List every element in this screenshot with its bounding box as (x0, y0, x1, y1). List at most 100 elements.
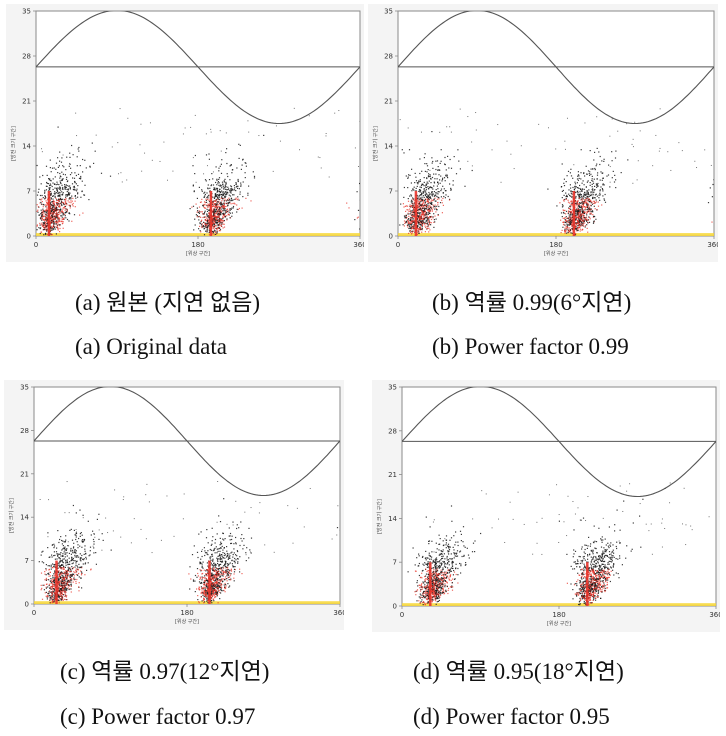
scatter-point (57, 598, 59, 600)
scatter-point (62, 213, 64, 215)
scatter-point (59, 195, 61, 198)
scatter-point (214, 203, 216, 205)
scatter-point (225, 183, 227, 185)
scatter-point (50, 180, 52, 182)
scatter-point (94, 150, 96, 152)
scatter-point (65, 201, 67, 203)
scatter-point (423, 177, 425, 179)
scatter-point (577, 223, 580, 225)
scatter-point (431, 187, 433, 189)
scatter-point (67, 580, 69, 582)
scatter-point (423, 205, 425, 207)
scatter-point (198, 186, 200, 188)
scatter-point (584, 219, 586, 221)
scatter-point (593, 191, 595, 193)
scatter-point (58, 579, 60, 581)
scatter-point (48, 556, 50, 558)
scatter-point (423, 214, 425, 216)
scatter-point (427, 208, 430, 210)
scatter-point (225, 202, 227, 204)
scatter-point (571, 220, 573, 222)
scatter-point (221, 159, 223, 161)
scatter-point (417, 225, 419, 227)
scatter-point (50, 192, 52, 194)
scatter-point (579, 220, 581, 222)
scatter-point (584, 211, 586, 213)
scatter-point (54, 554, 56, 556)
scatter-point (51, 214, 53, 216)
scatter-point (213, 577, 215, 579)
scatter-point (40, 227, 42, 229)
scatter-point (42, 225, 44, 227)
scatter-point (422, 217, 424, 219)
scatter-point (206, 227, 208, 229)
scatter-point (211, 602, 213, 604)
scatter-point (209, 558, 211, 560)
scatter-point (48, 595, 50, 597)
scatter-point (217, 198, 219, 200)
scatter-point (577, 228, 579, 230)
scatter-point (204, 222, 206, 224)
scatter-point (591, 194, 593, 196)
scatter-point (75, 570, 77, 572)
scatter-point (419, 227, 422, 229)
scatter-point (217, 570, 219, 572)
scatter-point (220, 211, 222, 213)
scatter-point (435, 207, 437, 210)
scatter-point (435, 192, 437, 194)
scatter-point (576, 203, 578, 205)
scatter-point (53, 204, 55, 206)
scatter-point (77, 566, 79, 568)
scatter-point (569, 229, 571, 232)
scatter-point (221, 187, 223, 189)
scatter-point (224, 557, 226, 559)
scatter-point (582, 215, 584, 217)
scatter-point (564, 224, 566, 226)
scatter-point (231, 199, 233, 202)
scatter-point (419, 201, 421, 203)
scatter-point (56, 547, 58, 549)
scatter-point (57, 220, 59, 222)
scatter-point (76, 578, 78, 581)
scatter-point (411, 202, 413, 204)
scatter-point (577, 219, 579, 221)
scatter-point (221, 190, 223, 192)
scatter-point (217, 560, 219, 562)
scatter-point (434, 221, 436, 223)
scatter-point (216, 179, 218, 181)
scatter-point (411, 220, 413, 222)
scatter-point (61, 571, 63, 573)
scatter-point (87, 520, 89, 522)
scatter-point (98, 538, 100, 540)
scatter-point (68, 185, 70, 187)
scatter-point (228, 214, 230, 216)
scatter-point (585, 199, 587, 201)
scatter-point (41, 216, 43, 218)
scatter-point (58, 595, 61, 597)
scatter-point (42, 215, 44, 218)
scatter-point (416, 208, 418, 210)
scatter-point (215, 209, 218, 211)
scatter-point (72, 578, 74, 580)
scatter-point (421, 211, 424, 213)
scatter-point (581, 200, 583, 202)
scatter-point (59, 538, 61, 541)
scatter-point (575, 209, 577, 211)
scatter-point (588, 173, 590, 175)
scatter-point (237, 187, 239, 189)
scatter-point (193, 190, 195, 192)
scatter-point (41, 198, 43, 200)
scatter-point (217, 558, 219, 560)
scatter-point (565, 216, 567, 218)
scatter-point (636, 179, 638, 181)
scatter-point (437, 214, 439, 216)
scatter-point (575, 208, 578, 210)
scatter-point (59, 212, 61, 214)
scatter-point (590, 212, 592, 214)
scatter-point (425, 192, 427, 194)
scatter-point (46, 219, 48, 221)
scatter-point (43, 584, 45, 586)
scatter-point (591, 211, 593, 213)
scatter-point (52, 217, 54, 219)
scatter-point (582, 214, 584, 216)
